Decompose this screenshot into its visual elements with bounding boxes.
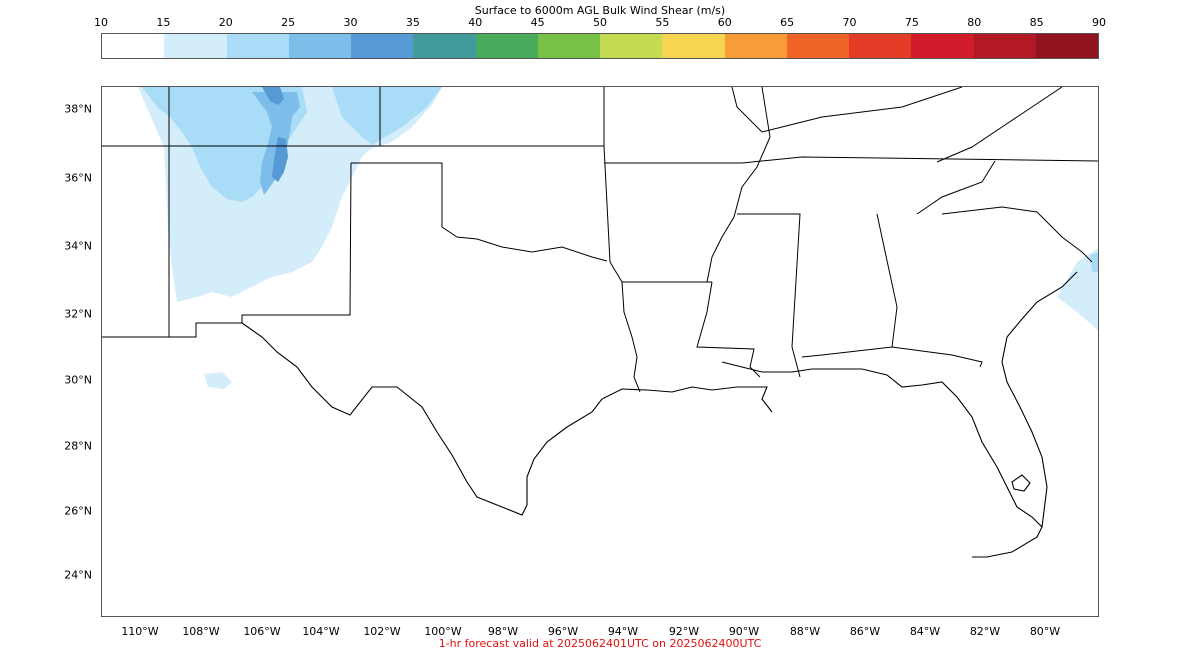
colorbar-segment (164, 34, 227, 58)
coastline (241, 271, 1078, 558)
longitude-label: 86°W (849, 625, 881, 638)
border-la-ms (696, 281, 761, 378)
border-ks-mo-ok (603, 87, 611, 263)
latitude-label: 36°N (64, 171, 92, 185)
colorbar-tick-label: 55 (655, 16, 670, 29)
longitude-label: 106°W (243, 625, 281, 638)
shear-shading (138, 87, 1098, 389)
colorbar-tick-label: 60 (717, 16, 732, 29)
latitude-label: 26°N (64, 504, 92, 518)
longitude-label: 96°W (547, 625, 579, 638)
colorbar-segment (102, 34, 165, 58)
forecast-valid-text: 1-hr forecast valid at 2025062401UTC on … (438, 637, 762, 650)
longitude-label: 88°W (789, 625, 821, 638)
colorbar-segment (786, 34, 849, 58)
border-ok-panhandle (351, 162, 608, 262)
latitude-label: 32°N (64, 307, 92, 321)
colorbar-segment (351, 34, 414, 58)
longitude-label: 94°W (607, 625, 639, 638)
border-tn-nc (916, 160, 996, 215)
colorbar-title: Surface to 6000m AGL Bulk Wind Shear (m/… (474, 4, 726, 17)
longitude-label: 108°W (182, 625, 220, 638)
colorbar-tick-label: 20 (218, 16, 233, 29)
border-la-tx (621, 281, 641, 393)
colorbar-segment (226, 34, 289, 58)
shear-region-30-35 (272, 137, 288, 182)
colorbar-segment (849, 34, 912, 58)
latitude-label: 38°N (64, 102, 92, 116)
longitude-label: 90°W (728, 625, 760, 638)
latitude-label: 28°N (64, 439, 92, 453)
longitude-label: 82°W (969, 625, 1001, 638)
colorbar-tick-label: 85 (1029, 16, 1044, 29)
coast-tx (241, 322, 773, 516)
coast-gulf (721, 361, 1043, 558)
lake-okeechobee (1011, 474, 1031, 492)
shear-region-east (1057, 248, 1098, 331)
border-al-ga (876, 213, 898, 348)
latitude-label: 30°N (64, 373, 92, 387)
coast-fl-east (1001, 271, 1078, 528)
shear-region-small (204, 372, 232, 389)
colorbar-tick-label: 70 (842, 16, 857, 29)
colorbar-segment (973, 34, 1036, 58)
colorbar-tick-label: 15 (156, 16, 171, 29)
shear-region-20-25b (332, 87, 442, 145)
longitude-label: 102°W (363, 625, 401, 638)
colorbar-tick-label: 90 (1092, 16, 1106, 29)
shear-region-25-30 (252, 92, 300, 195)
state-boundaries (102, 87, 1098, 393)
shear-region-east-b (1090, 252, 1098, 272)
colorbar-tick-label: 80 (967, 16, 982, 29)
latitude-label: 24°N (64, 568, 92, 582)
longitude-label: 98°W (487, 625, 519, 638)
colorbar-tick-label: 45 (530, 16, 545, 29)
colorbar-segment (475, 34, 538, 58)
colorbar-segment (911, 34, 974, 58)
border-tn (604, 156, 1098, 164)
border-ga-sc (941, 206, 1093, 263)
longitude-label: 110°W (121, 625, 159, 638)
colorbar-segment (288, 34, 351, 58)
colorbar-segment (413, 34, 476, 58)
border-ms-river (706, 87, 771, 283)
colorbar-segment (724, 34, 787, 58)
longitude-label: 104°W (302, 625, 340, 638)
border-ms-al (737, 213, 801, 378)
colorbar-tick-label: 75 (904, 16, 919, 29)
border-fl (801, 346, 983, 368)
colorbar-tick-label: 40 (468, 16, 483, 29)
colorbar-segment (600, 34, 663, 58)
colorbar-tick-label: 30 (343, 16, 358, 29)
longitude-label: 100°W (424, 625, 462, 638)
colorbar (101, 33, 1099, 59)
colorbar-segment (537, 34, 600, 58)
shear-region-30-35b (262, 87, 284, 105)
latitude-label: 34°N (64, 239, 92, 253)
border-ky (731, 87, 963, 133)
colorbar-segment (662, 34, 725, 58)
border-va (936, 87, 1063, 163)
longitude-label: 92°W (668, 625, 700, 638)
colorbar-tick-label: 10 (94, 16, 108, 29)
colorbar-tick-label: 50 (593, 16, 607, 29)
colorbar-ticks: 10 15 20 25 30 35 40 45 50 55 60 65 70 75 80 85 90 (94, 16, 1106, 32)
map-canvas (102, 87, 1098, 558)
longitude-label: 80°W (1029, 625, 1061, 638)
colorbar-tick-label: 35 (405, 16, 420, 29)
colorbar-segment (1035, 34, 1098, 58)
map-panel (101, 86, 1099, 617)
colorbar-tick-label: 65 (780, 16, 795, 29)
longitude-label: 84°W (909, 625, 941, 638)
colorbar-tick-label: 25 (281, 16, 296, 29)
border-ar-la (609, 261, 712, 283)
